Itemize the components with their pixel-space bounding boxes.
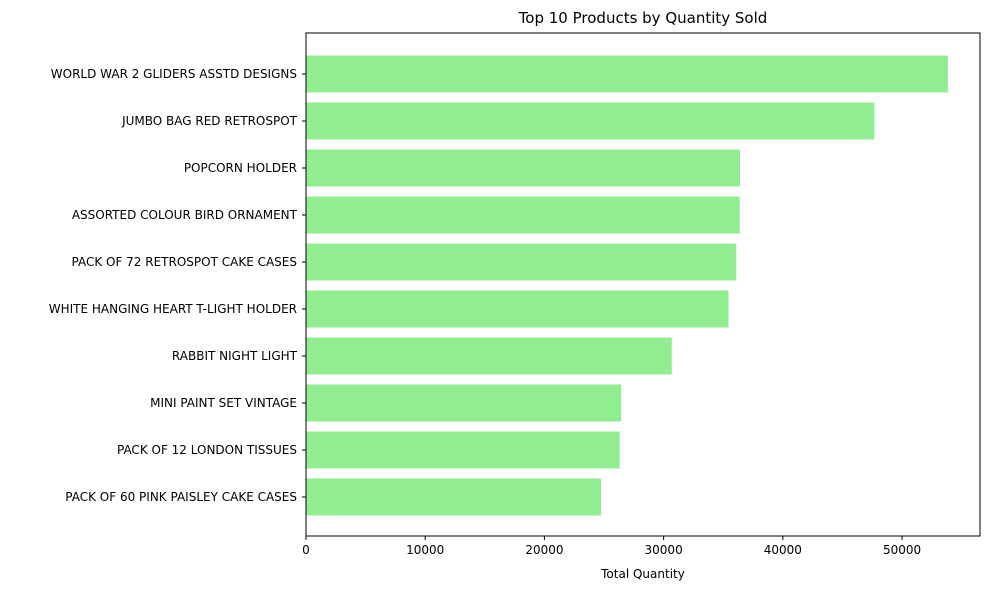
y-tick-label: MINI PAINT SET VINTAGE — [150, 396, 297, 410]
y-tick-label: WHITE HANGING HEART T-LIGHT HOLDER — [49, 302, 297, 316]
y-tick-label: POPCORN HOLDER — [184, 161, 297, 175]
bar — [306, 290, 729, 328]
plot-frame — [305, 32, 981, 537]
x-tick-label: 0 — [302, 543, 310, 557]
bar — [306, 478, 602, 516]
x-ticks: 0 10000 20000 30000 40000 50000 — [302, 536, 921, 557]
y-tick-label: PACK OF 12 LONDON TISSUES — [117, 443, 297, 457]
y-tick-label: PACK OF 60 PINK PAISLEY CAKE CASES — [65, 490, 297, 504]
bar — [306, 102, 875, 140]
chart-title: Top 10 Products by Quantity Sold — [518, 9, 768, 27]
y-tick-labels: WORLD WAR 2 GLIDERS ASSTD DESIGNS JUMBO B… — [49, 67, 306, 504]
bars-layer — [306, 55, 948, 516]
bar — [306, 243, 737, 281]
y-tick-label: ASSORTED COLOUR BIRD ORNAMENT — [72, 208, 298, 222]
x-tick-label: 20000 — [525, 543, 563, 557]
y-tick-label: JUMBO BAG RED RETROSPOT — [121, 114, 298, 128]
y-tick-label: RABBIT NIGHT LIGHT — [172, 349, 298, 363]
x-tick-label: 30000 — [645, 543, 683, 557]
bar — [306, 55, 948, 93]
bar — [306, 196, 740, 234]
bar — [306, 431, 620, 469]
x-tick-label: 50000 — [883, 543, 921, 557]
x-axis-label: Total Quantity — [600, 567, 685, 581]
x-tick-label: 40000 — [764, 543, 802, 557]
bar — [306, 337, 672, 375]
y-tick-label: WORLD WAR 2 GLIDERS ASSTD DESIGNS — [51, 67, 297, 81]
x-tick-label: 10000 — [406, 543, 444, 557]
bar — [306, 384, 622, 422]
bar — [306, 149, 741, 187]
y-tick-label: PACK OF 72 RETROSPOT CAKE CASES — [71, 255, 297, 269]
